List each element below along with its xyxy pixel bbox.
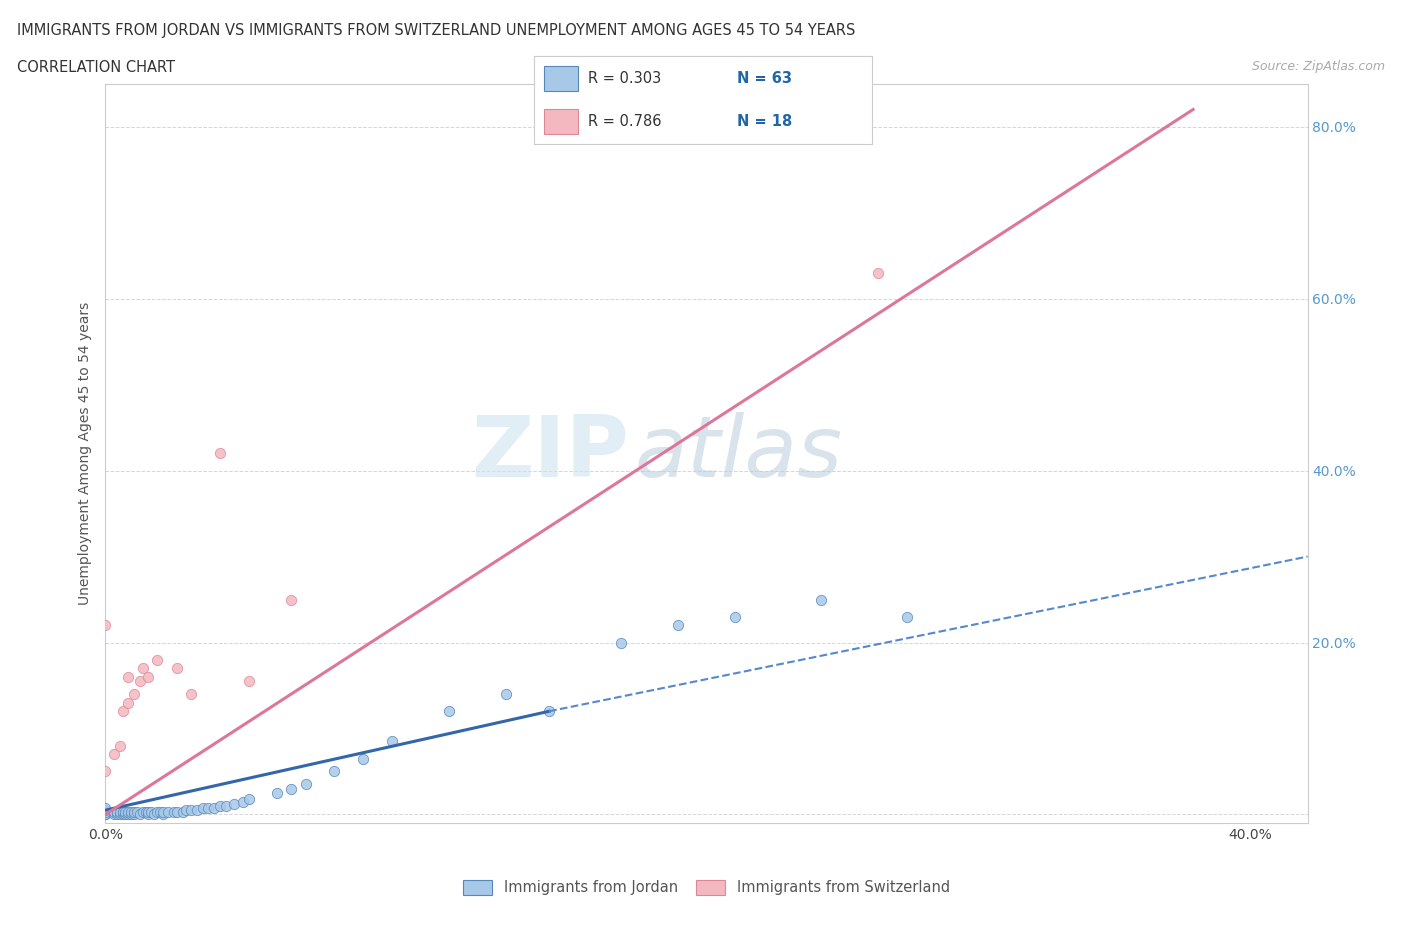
Point <box>666 618 689 632</box>
Text: CORRELATION CHART: CORRELATION CHART <box>17 60 174 75</box>
Point <box>166 804 188 819</box>
Point <box>896 609 918 624</box>
Point <box>146 804 169 819</box>
Point <box>114 807 136 822</box>
Point <box>111 807 134 822</box>
Point <box>117 670 139 684</box>
Point <box>94 618 117 632</box>
Point <box>94 764 117 779</box>
Text: Source: ZipAtlas.com: Source: ZipAtlas.com <box>1251 60 1385 73</box>
Point <box>131 661 153 676</box>
Point <box>810 592 832 607</box>
Y-axis label: Unemployment Among Ages 45 to 54 years: Unemployment Among Ages 45 to 54 years <box>77 301 91 605</box>
Point <box>94 807 117 822</box>
Point <box>108 804 131 819</box>
Point <box>146 652 169 667</box>
Point <box>214 799 236 814</box>
Point <box>128 673 150 688</box>
Point <box>152 807 174 822</box>
Point <box>495 686 517 701</box>
Point <box>238 791 260 806</box>
Text: N = 18: N = 18 <box>737 113 792 128</box>
Point <box>128 807 150 822</box>
Point <box>138 807 160 822</box>
Point <box>105 804 128 819</box>
Point <box>208 799 231 814</box>
Point <box>323 764 346 779</box>
Point <box>208 445 231 460</box>
Point <box>94 800 117 815</box>
Point <box>103 747 125 762</box>
Point <box>191 801 214 816</box>
Point <box>120 807 142 822</box>
Point <box>138 804 160 819</box>
Point <box>381 734 404 749</box>
Point <box>94 804 117 819</box>
Text: ZIP: ZIP <box>471 412 628 495</box>
Point <box>538 704 561 719</box>
Point <box>117 807 139 822</box>
Point <box>232 794 254 809</box>
Point <box>111 704 134 719</box>
Text: R = 0.786: R = 0.786 <box>588 113 662 128</box>
Point <box>114 804 136 819</box>
Point <box>437 704 460 719</box>
Point <box>224 797 246 812</box>
Bar <box>544 66 578 91</box>
Point <box>166 661 188 676</box>
Point <box>180 686 202 701</box>
Point <box>202 800 225 815</box>
Point <box>103 804 125 819</box>
Point <box>117 804 139 819</box>
Text: IMMIGRANTS FROM JORDAN VS IMMIGRANTS FROM SWITZERLAND UNEMPLOYMENT AMONG AGES 45: IMMIGRANTS FROM JORDAN VS IMMIGRANTS FRO… <box>17 23 855 38</box>
Point <box>724 609 747 624</box>
Point <box>135 804 157 819</box>
Point <box>238 673 260 688</box>
Point <box>352 751 374 766</box>
Point <box>138 670 160 684</box>
Point <box>120 804 142 819</box>
Point <box>152 804 174 819</box>
Point <box>105 807 128 822</box>
Point <box>197 801 219 816</box>
Point <box>108 738 131 753</box>
Point <box>94 807 117 822</box>
Point <box>141 804 163 819</box>
Point <box>280 781 302 796</box>
Point <box>122 686 145 701</box>
Point <box>94 807 117 822</box>
Point <box>131 804 153 819</box>
Point <box>149 804 172 819</box>
Point <box>108 807 131 822</box>
Point <box>117 696 139 711</box>
Point <box>180 803 202 817</box>
Point <box>295 777 318 791</box>
Text: N = 63: N = 63 <box>737 72 792 86</box>
Point <box>111 804 134 819</box>
Point <box>122 807 145 822</box>
Text: atlas: atlas <box>634 412 842 495</box>
Bar <box>544 109 578 134</box>
Point <box>94 803 117 817</box>
Point <box>172 804 194 819</box>
Point <box>186 803 208 817</box>
Point <box>125 804 148 819</box>
Point <box>280 592 302 607</box>
Point <box>143 807 166 822</box>
Point <box>163 804 186 819</box>
Legend: Immigrants from Jordan, Immigrants from Switzerland: Immigrants from Jordan, Immigrants from … <box>457 873 956 901</box>
Point <box>868 265 890 280</box>
Point <box>609 635 631 650</box>
Point <box>157 804 180 819</box>
Point <box>103 807 125 822</box>
Point <box>122 804 145 819</box>
Text: R = 0.303: R = 0.303 <box>588 72 661 86</box>
Point <box>174 803 197 817</box>
Point <box>266 786 288 801</box>
